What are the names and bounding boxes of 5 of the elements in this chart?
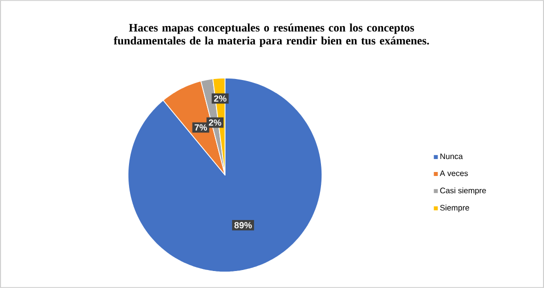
- data-label: 2%: [214, 95, 226, 102]
- data-label: 89%: [234, 222, 252, 228]
- data-label: 7%: [194, 124, 208, 131]
- data-label: 2%: [208, 119, 222, 126]
- chart-title: Haces mapas conceptuales o resúmenes con los conceptos fundamentales de la materia para rendir bien en tus exámenes.: [114, 23, 429, 47]
